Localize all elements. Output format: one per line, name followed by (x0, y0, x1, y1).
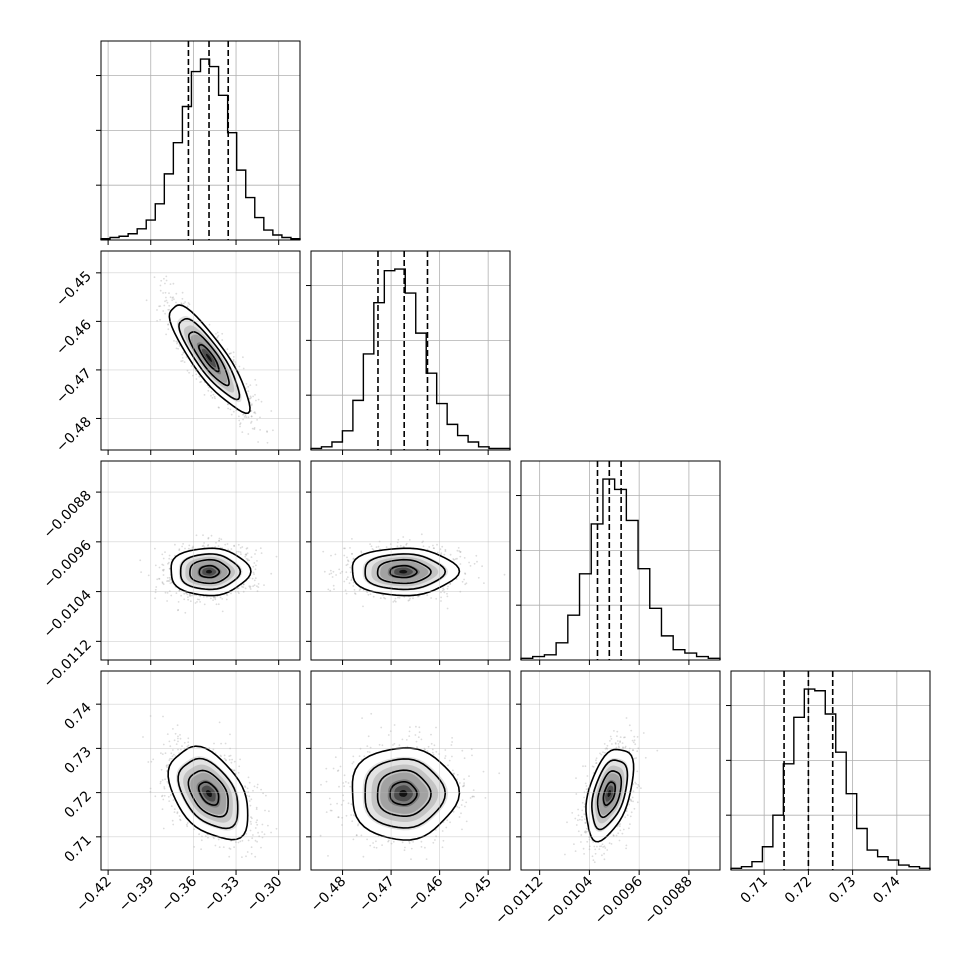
panel-frame (100, 670, 301, 871)
panel-background (101, 41, 300, 240)
x-tick-label: −0.0112 (492, 874, 546, 928)
density-shade (205, 353, 212, 362)
contour-line (364, 553, 447, 591)
panel-frame (310, 670, 511, 871)
contour-line (170, 547, 252, 597)
histogram-step-line (310, 268, 511, 450)
y-tick-label: −0.0104 (41, 587, 95, 641)
x-tick-label: 0.72 (782, 874, 815, 907)
density-panel-1-3 (310, 670, 511, 871)
panel-frame (310, 250, 511, 451)
contour-line (167, 745, 249, 841)
density-shade (399, 569, 408, 574)
y-tick-label: −0.46 (53, 317, 95, 359)
contour-line (376, 558, 432, 585)
panel-frame (100, 250, 301, 451)
contour-line (189, 558, 231, 585)
contour-line (596, 770, 623, 819)
x-tick-label: −0.0096 (592, 873, 646, 927)
panel-frame (100, 460, 301, 661)
y-tick-label: −0.45 (53, 268, 95, 310)
contour-line (187, 769, 229, 818)
panel-frame (730, 670, 931, 871)
density-panel-0-2 (100, 460, 301, 661)
y-tick-label: −0.0088 (41, 488, 95, 542)
x-tick-label: 0.73 (826, 874, 859, 907)
contour-line (177, 757, 239, 830)
histogram-step-line (100, 58, 301, 240)
contour-line (602, 781, 617, 807)
contour-line (591, 759, 629, 831)
density-panel-0-1 (100, 250, 301, 451)
panel-frame (310, 460, 511, 661)
panel-background (311, 251, 510, 450)
x-tick-label: −0.30 (244, 874, 286, 916)
density-shade (399, 789, 408, 797)
contour-line (178, 317, 241, 401)
contour-line (179, 553, 242, 591)
x-tick-label: −0.33 (201, 874, 243, 916)
x-tick-label: −0.42 (73, 874, 115, 916)
y-tick-label: 0.73 (61, 744, 94, 777)
x-tick-label: 0.71 (738, 874, 771, 907)
y-tick-label: −0.47 (53, 365, 95, 407)
x-tick-label: 0.74 (870, 873, 903, 906)
density-panel-1-2 (310, 460, 511, 661)
histogram-step-line (730, 688, 931, 870)
contour-line (364, 758, 447, 829)
histogram-panel-2 (516, 460, 721, 661)
histogram-panel-3 (726, 670, 931, 871)
density-panel-0-3 (100, 670, 301, 871)
density-shade (205, 790, 212, 797)
density-shade (607, 790, 612, 798)
density-shade (206, 569, 213, 574)
x-tick-label: −0.45 (453, 874, 495, 916)
y-tick-label: 0.74 (61, 700, 94, 733)
contour-line (585, 748, 635, 843)
panel-frame (520, 460, 721, 661)
contour-line (187, 331, 230, 387)
panel-frame (100, 40, 301, 241)
density-panel-2-3 (520, 670, 721, 871)
contour-line (197, 781, 220, 806)
y-tick-label: −0.48 (53, 414, 95, 456)
contour-line (351, 747, 461, 841)
contour-line (389, 780, 418, 806)
x-tick-label: −0.39 (116, 874, 158, 916)
x-tick-label: −0.46 (405, 873, 447, 915)
x-tick-label: −0.0088 (641, 874, 695, 928)
x-tick-label: −0.47 (356, 874, 398, 916)
contour-line (389, 564, 418, 579)
x-tick-label: −0.0104 (542, 873, 596, 927)
y-tick-label: 0.72 (61, 788, 94, 821)
x-tick-label: −0.48 (308, 874, 350, 916)
contour-line (198, 343, 220, 373)
y-tick-label: 0.71 (61, 832, 94, 865)
contour-line (198, 564, 221, 579)
contour-line (376, 769, 432, 818)
histogram-panel-1 (306, 250, 511, 451)
contour-line (351, 547, 461, 597)
x-tick-label: −0.36 (159, 873, 201, 915)
panel-frame (520, 670, 721, 871)
histogram-panel-0 (96, 40, 301, 241)
y-tick-label: −0.0112 (41, 637, 95, 691)
contour-line (168, 304, 251, 415)
panel-background (731, 671, 930, 870)
y-tick-label: −0.0096 (41, 537, 95, 591)
